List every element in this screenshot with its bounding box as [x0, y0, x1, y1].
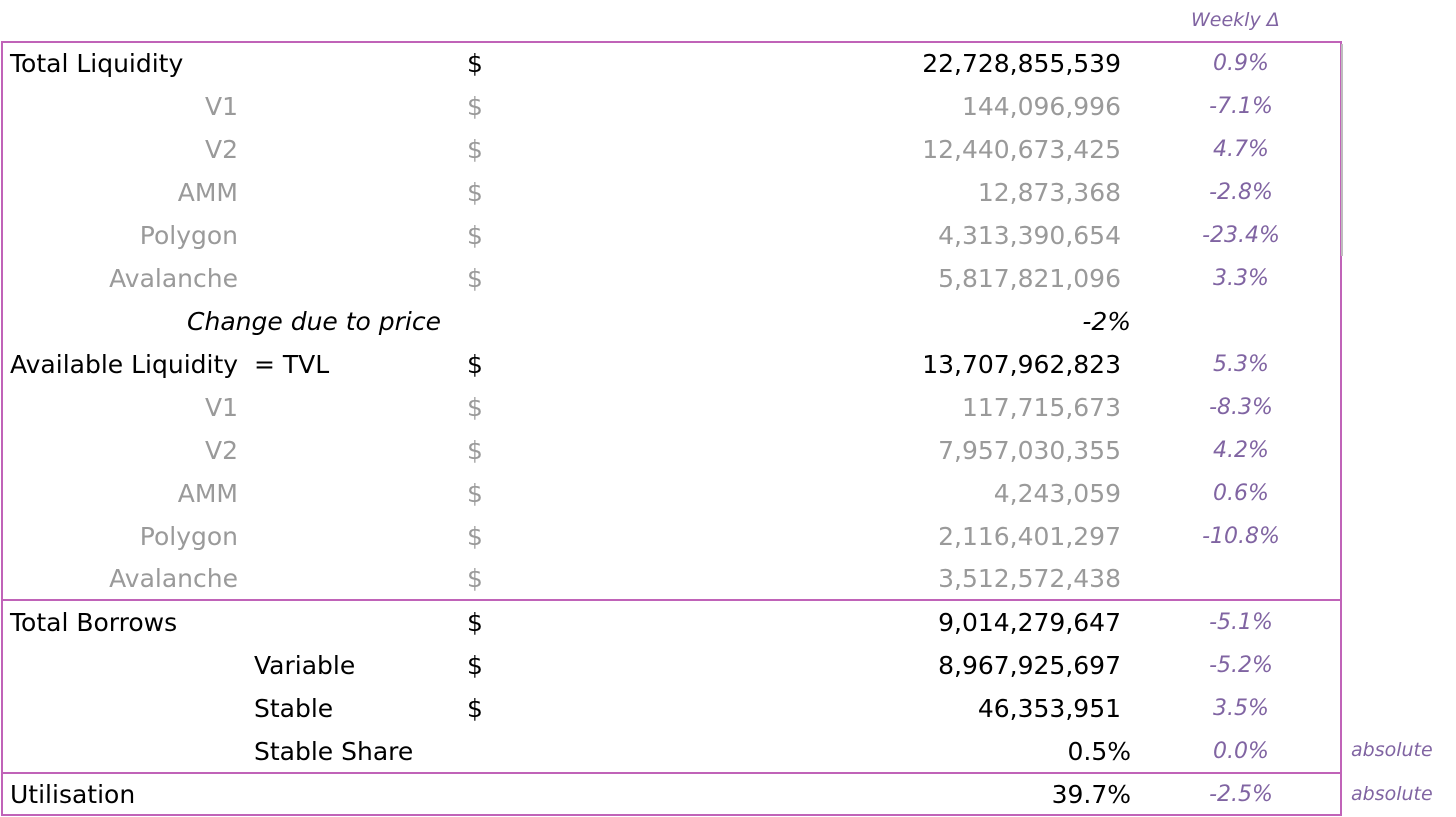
stable-share-value: 0.5%	[1067, 737, 1131, 766]
al-v1-currency: $	[467, 393, 483, 422]
stable-share-delta: 0.0%	[1213, 739, 1269, 764]
al-avalanche-value: 3,512,572,438	[938, 564, 1121, 593]
price-change-value: -2%	[1082, 307, 1131, 336]
al-v2-label: V2	[204, 436, 238, 465]
al-polygon-value: 2,116,401,297	[938, 522, 1121, 551]
utilisation-label: Utilisation	[10, 780, 136, 809]
right-gridline	[1341, 44, 1343, 256]
stable-borrows-delta: 3.5%	[1213, 696, 1269, 721]
tl-amm-value: 12,873,368	[977, 178, 1121, 207]
total-liquidity-value: 22,728,855,539	[922, 49, 1121, 78]
total-borrows-delta: -5.1%	[1209, 610, 1273, 635]
tl-amm-label: AMM	[177, 178, 238, 207]
tl-polygon-value: 4,313,390,654	[938, 221, 1121, 250]
al-amm-currency: $	[467, 479, 483, 508]
al-v1-label: V1	[204, 393, 238, 422]
tl-avalanche-currency: $	[467, 264, 483, 293]
al-amm-delta: 0.6%	[1213, 481, 1269, 506]
tl-v1-value: 144,096,996	[961, 92, 1121, 121]
available-liquidity-value: 13,707,962,823	[922, 350, 1121, 379]
tl-avalanche-value: 5,817,821,096	[938, 264, 1121, 293]
tl-v2-label: V2	[204, 135, 238, 164]
al-amm-value: 4,243,059	[993, 479, 1121, 508]
variable-borrows-currency: $	[467, 651, 483, 680]
al-v2-currency: $	[467, 436, 483, 465]
total-liquidity-delta: 0.9%	[1213, 51, 1269, 76]
al-v1-value: 117,715,673	[961, 393, 1121, 422]
tl-polygon-currency: $	[467, 221, 483, 250]
tl-amm-delta: -2.8%	[1209, 180, 1273, 205]
total-liquidity-currency: $	[467, 49, 483, 78]
total-liquidity-label: Total Liquidity	[10, 49, 184, 78]
stable-share-note: absolute	[1351, 739, 1433, 761]
al-v2-value: 7,957,030,355	[938, 436, 1121, 465]
tl-v1-currency: $	[467, 92, 483, 121]
utilisation-note: absolute	[1351, 783, 1433, 805]
al-avalanche-currency: $	[467, 564, 483, 593]
available-liquidity-delta: 5.3%	[1213, 352, 1269, 377]
stable-borrows-value: 46,353,951	[977, 694, 1121, 723]
al-v1-delta: -8.3%	[1209, 395, 1273, 420]
tl-avalanche-label: Avalanche	[109, 264, 238, 293]
stable-share-label: Stable Share	[254, 737, 414, 766]
total-borrows-value: 9,014,279,647	[938, 608, 1121, 637]
tl-v2-value: 12,440,673,425	[922, 135, 1121, 164]
tl-avalanche-delta: 3.3%	[1213, 266, 1269, 291]
variable-borrows-label: Variable	[254, 651, 356, 680]
total-borrows-label: Total Borrows	[10, 608, 178, 637]
al-polygon-currency: $	[467, 522, 483, 551]
al-polygon-label: Polygon	[139, 522, 238, 551]
tl-polygon-label: Polygon	[139, 221, 238, 250]
stable-borrows-label: Stable	[254, 694, 334, 723]
tl-v2-currency: $	[467, 135, 483, 164]
utilisation-delta: -2.5%	[1209, 782, 1273, 807]
utilisation-section	[1, 772, 1342, 816]
tl-v2-delta: 4.7%	[1213, 137, 1269, 162]
al-avalanche-label: Avalanche	[109, 564, 238, 593]
weekly-delta-header: Weekly Δ	[1191, 9, 1280, 31]
borrows-section	[1, 599, 1342, 774]
tl-amm-currency: $	[467, 178, 483, 207]
available-liquidity-currency: $	[467, 350, 483, 379]
price-change-label: Change due to price	[187, 307, 441, 336]
available-liquidity-label: Available Liquidity = TVL	[10, 350, 330, 379]
variable-borrows-delta: -5.2%	[1209, 653, 1273, 678]
tl-v1-label: V1	[204, 92, 238, 121]
utilisation-value: 39.7%	[1051, 780, 1131, 809]
tl-polygon-delta: -23.4%	[1202, 223, 1280, 248]
al-polygon-delta: -10.8%	[1202, 524, 1280, 549]
al-v2-delta: 4.2%	[1213, 438, 1269, 463]
tl-v1-delta: -7.1%	[1209, 94, 1273, 119]
total-borrows-currency: $	[467, 608, 483, 637]
al-amm-label: AMM	[177, 479, 238, 508]
variable-borrows-value: 8,967,925,697	[938, 651, 1121, 680]
stable-borrows-currency: $	[467, 694, 483, 723]
